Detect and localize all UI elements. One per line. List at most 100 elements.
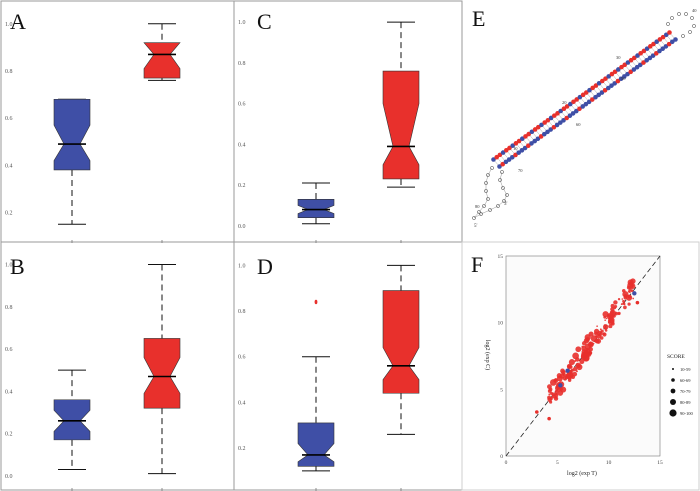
rna-number-10: 10 xyxy=(513,146,518,151)
scatter-point xyxy=(627,290,631,293)
nucleotide xyxy=(593,94,598,100)
nucleotide xyxy=(644,46,650,51)
scatter-point xyxy=(623,305,627,310)
tail-nucleotide xyxy=(488,208,492,212)
nucleotide xyxy=(574,108,579,114)
nucleotide xyxy=(532,138,537,144)
backbone-link xyxy=(478,205,485,213)
nucleotide xyxy=(612,81,617,86)
y-tick-label: 0.8 xyxy=(238,61,246,67)
panel-a-chart: A 0.2 0.4 0.6 0.8 1.0 xyxy=(5,9,181,243)
nucleotide xyxy=(542,120,547,125)
scatter-point xyxy=(604,329,608,332)
nucleotide xyxy=(564,104,570,109)
y-tick-label: 0 xyxy=(500,454,503,460)
nucleotide xyxy=(513,141,519,146)
nucleotide xyxy=(634,64,640,70)
scatter-point xyxy=(602,311,609,318)
panel-a-frame xyxy=(0,0,235,243)
backbone-link xyxy=(502,187,508,196)
nucleotide xyxy=(647,55,653,61)
scatter-point xyxy=(599,328,602,331)
nucleotide xyxy=(503,159,509,165)
nucleotide xyxy=(644,57,649,63)
scatter-point xyxy=(602,324,609,330)
scatter-point xyxy=(590,335,598,342)
panel-c-frame xyxy=(233,0,463,243)
nucleotide xyxy=(516,150,521,155)
rna-number-40: 40 xyxy=(692,8,697,13)
outlier-point xyxy=(314,299,318,305)
scatter-point xyxy=(617,311,621,316)
y-tick-label: 0.6 xyxy=(238,355,246,361)
nucleotide xyxy=(538,134,544,139)
scatter-point xyxy=(609,321,612,323)
scatter-point xyxy=(613,306,617,310)
nucleotide xyxy=(580,104,585,109)
nucleotide xyxy=(612,69,618,75)
scatter-point xyxy=(562,372,566,377)
nucleotide xyxy=(558,120,563,125)
nucleotide xyxy=(526,131,531,137)
loop-nucleotide xyxy=(681,34,685,38)
scatter-point xyxy=(556,386,558,389)
nucleotide xyxy=(536,124,541,130)
scatter-point xyxy=(596,325,598,328)
nucleotide xyxy=(539,122,544,128)
scatter-point xyxy=(551,394,556,399)
scatter-point xyxy=(600,329,604,333)
nucleotide xyxy=(577,94,583,100)
nucleotide xyxy=(641,48,647,54)
backbone-link xyxy=(480,209,491,215)
scatter-point xyxy=(611,321,615,326)
y-tick-label: 0.2 xyxy=(238,183,246,189)
nucleotide xyxy=(628,57,634,63)
nucleotide xyxy=(651,41,656,47)
nucleotide xyxy=(664,32,669,38)
scatter-point xyxy=(599,332,602,335)
red-box xyxy=(143,42,181,79)
backbone-link xyxy=(503,194,508,202)
backbone-link xyxy=(485,174,489,184)
scatter-point-blue xyxy=(632,291,637,296)
x-tick-label: 15 xyxy=(657,460,663,466)
nucleotide xyxy=(622,62,627,68)
nucleotide xyxy=(660,46,665,52)
nucleotide xyxy=(491,157,496,162)
scatter-point xyxy=(635,300,640,305)
blue-box xyxy=(297,422,335,467)
nucleotide xyxy=(583,101,589,107)
rna-number-50: 50 xyxy=(621,76,626,81)
nucleotide xyxy=(596,92,601,98)
scatter-ylabel: log2 (exp C) xyxy=(484,340,491,370)
scatter-point xyxy=(550,379,557,386)
nucleotide xyxy=(603,76,608,81)
nucleotide xyxy=(506,157,512,162)
legend-label: 60-69 xyxy=(680,378,691,383)
y-tick-label: 0.2 xyxy=(5,432,13,438)
legend-marker xyxy=(670,399,676,405)
scatter-point xyxy=(568,359,575,366)
legend-label: 10-59 xyxy=(680,367,691,372)
nucleotide xyxy=(625,71,630,77)
nucleotide xyxy=(590,85,595,91)
legend-marker xyxy=(670,388,676,394)
scatter-point xyxy=(575,370,578,373)
y-tick-label: 5 xyxy=(500,387,503,393)
scatter-point xyxy=(579,359,585,365)
scatter-plot-area: 0 5 10 15 0 5 10 15 xyxy=(498,254,664,466)
scatter-point xyxy=(605,317,608,320)
rna-number-30: 30 xyxy=(616,55,621,60)
tail-nucleotide xyxy=(502,199,506,203)
scatter-point xyxy=(585,348,592,355)
nucleotide xyxy=(500,150,506,155)
panel-b-frame xyxy=(0,241,235,491)
nucleotide xyxy=(561,118,566,123)
tail-nucleotide xyxy=(472,216,476,220)
y-tick-label: 1.0 xyxy=(5,22,13,28)
loop-nucleotide xyxy=(684,12,688,16)
nucleotide xyxy=(673,37,678,42)
rna-number-60: 60 xyxy=(576,122,581,127)
nucleotide xyxy=(606,74,611,79)
scatter-point xyxy=(574,360,577,362)
